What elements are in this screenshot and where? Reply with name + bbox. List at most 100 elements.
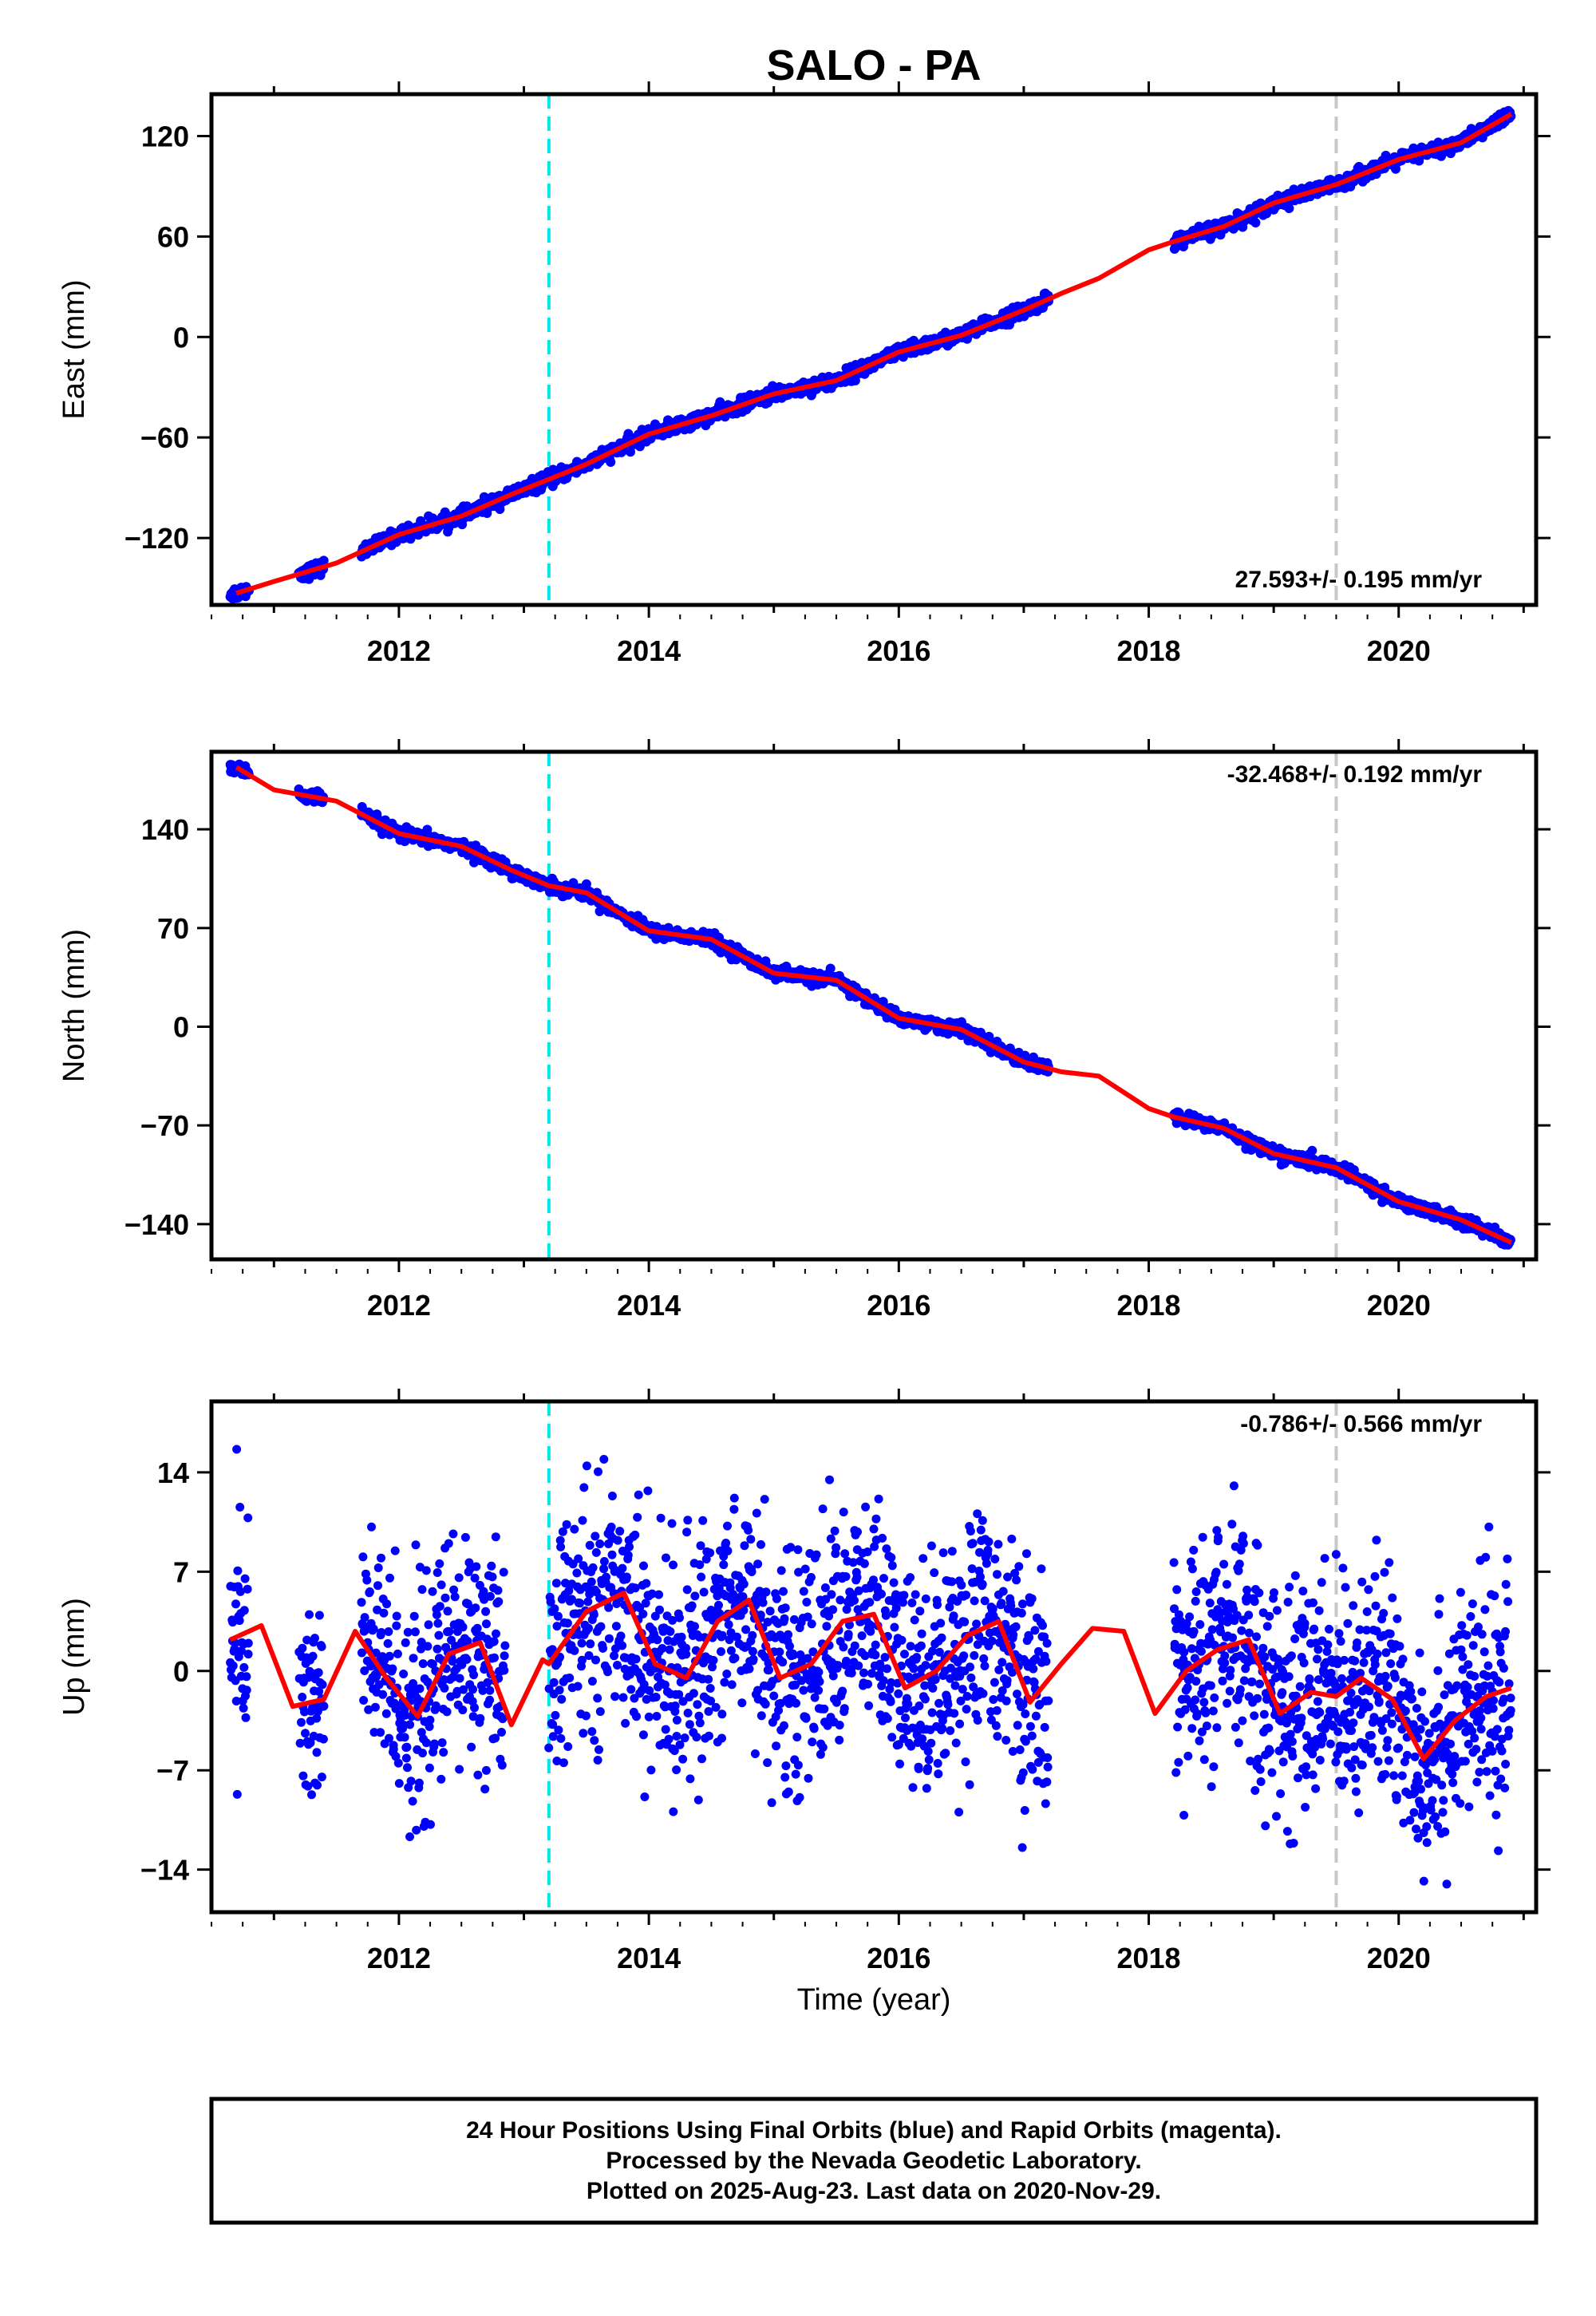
data-point xyxy=(360,1613,369,1622)
data-point xyxy=(312,1748,322,1757)
data-point xyxy=(551,1579,561,1588)
rate-annotation: 27.593+/- 0.195 mm/yr xyxy=(1235,567,1483,593)
data-point xyxy=(500,1641,510,1650)
data-point xyxy=(776,1566,786,1575)
data-point xyxy=(652,1712,662,1721)
data-point xyxy=(546,1597,555,1607)
data-point xyxy=(317,1773,326,1782)
y-tick-label: −60 xyxy=(140,421,189,454)
data-point xyxy=(455,1674,464,1683)
data-point xyxy=(682,1528,692,1537)
data-point xyxy=(302,1635,312,1645)
x-tick-label: 2018 xyxy=(1116,1289,1180,1322)
data-point xyxy=(655,1605,664,1614)
data-point xyxy=(587,1727,597,1737)
data-point xyxy=(714,1600,723,1610)
data-point xyxy=(243,1584,252,1594)
data-point xyxy=(572,1568,582,1578)
data-point xyxy=(577,1655,587,1665)
x-tick-label: 2020 xyxy=(1367,1289,1431,1322)
data-point xyxy=(240,1574,250,1583)
data-point xyxy=(297,1717,306,1727)
data-point xyxy=(391,1752,401,1761)
data-point xyxy=(239,1703,248,1713)
data-point xyxy=(625,1542,634,1551)
data-point xyxy=(616,1631,626,1641)
data-point xyxy=(589,1610,598,1619)
data-point xyxy=(573,1682,583,1691)
data-point xyxy=(432,1610,441,1619)
data-point xyxy=(775,1647,784,1657)
data-point xyxy=(638,1609,648,1618)
data-point xyxy=(1307,1145,1317,1156)
data-point xyxy=(779,1587,788,1596)
data-point xyxy=(418,1749,427,1758)
data-point xyxy=(471,1603,480,1613)
data-point xyxy=(717,1647,725,1656)
data-point xyxy=(228,1618,238,1627)
data-point xyxy=(308,1651,318,1661)
data-point xyxy=(720,1678,729,1687)
y-tick-label: 140 xyxy=(141,813,189,846)
data-point xyxy=(561,1579,570,1588)
data-point xyxy=(662,1553,670,1563)
data-point xyxy=(683,1709,693,1717)
data-point xyxy=(594,1467,602,1476)
data-point xyxy=(399,1670,409,1678)
data-point xyxy=(781,1761,791,1771)
data-point xyxy=(647,1589,657,1599)
data-point xyxy=(581,1711,591,1721)
x-tick-label: 2014 xyxy=(617,634,681,667)
data-point xyxy=(458,1705,468,1715)
data-point xyxy=(668,1615,678,1625)
data-point xyxy=(677,1632,686,1642)
data-point xyxy=(555,1686,564,1695)
y-axis-label: North (mm) xyxy=(57,929,91,1082)
data-point xyxy=(405,1720,415,1729)
data-point xyxy=(443,1607,452,1616)
data-point xyxy=(774,1705,783,1715)
plot-area xyxy=(226,1401,1515,1912)
data-point xyxy=(598,1643,607,1653)
data-point xyxy=(498,1714,508,1724)
data-point xyxy=(392,1621,401,1630)
data-point xyxy=(490,1653,499,1662)
data-point xyxy=(362,1575,372,1585)
data-point xyxy=(390,1546,400,1555)
data-point xyxy=(479,1587,488,1596)
data-point xyxy=(314,1686,324,1696)
data-point xyxy=(429,1739,439,1749)
data-point xyxy=(689,1689,698,1698)
data-point xyxy=(454,1573,464,1583)
data-point xyxy=(687,1601,697,1611)
data-point xyxy=(582,1461,591,1471)
data-point xyxy=(722,1670,732,1678)
data-point xyxy=(595,1707,605,1717)
data-point xyxy=(753,1686,762,1695)
data-point xyxy=(409,1679,418,1688)
data-point xyxy=(602,1572,611,1582)
data-point xyxy=(365,1587,374,1596)
data-point xyxy=(473,1770,483,1780)
data-point xyxy=(469,1670,479,1680)
data-point xyxy=(578,1516,587,1525)
data-point xyxy=(385,1573,394,1583)
data-point xyxy=(675,1613,684,1622)
data-point xyxy=(567,1595,576,1604)
data-point xyxy=(435,1559,444,1568)
data-point xyxy=(417,1638,426,1647)
data-point xyxy=(552,1757,562,1765)
data-point xyxy=(638,1730,648,1740)
data-point xyxy=(307,1790,316,1800)
data-point xyxy=(670,1746,679,1756)
data-point xyxy=(595,1745,603,1754)
data-point xyxy=(721,1539,731,1547)
data-point xyxy=(656,1513,666,1523)
data-point xyxy=(378,1690,388,1699)
data-point xyxy=(633,1512,642,1522)
data-point xyxy=(761,1587,771,1597)
y-tick-label: 70 xyxy=(157,912,189,945)
